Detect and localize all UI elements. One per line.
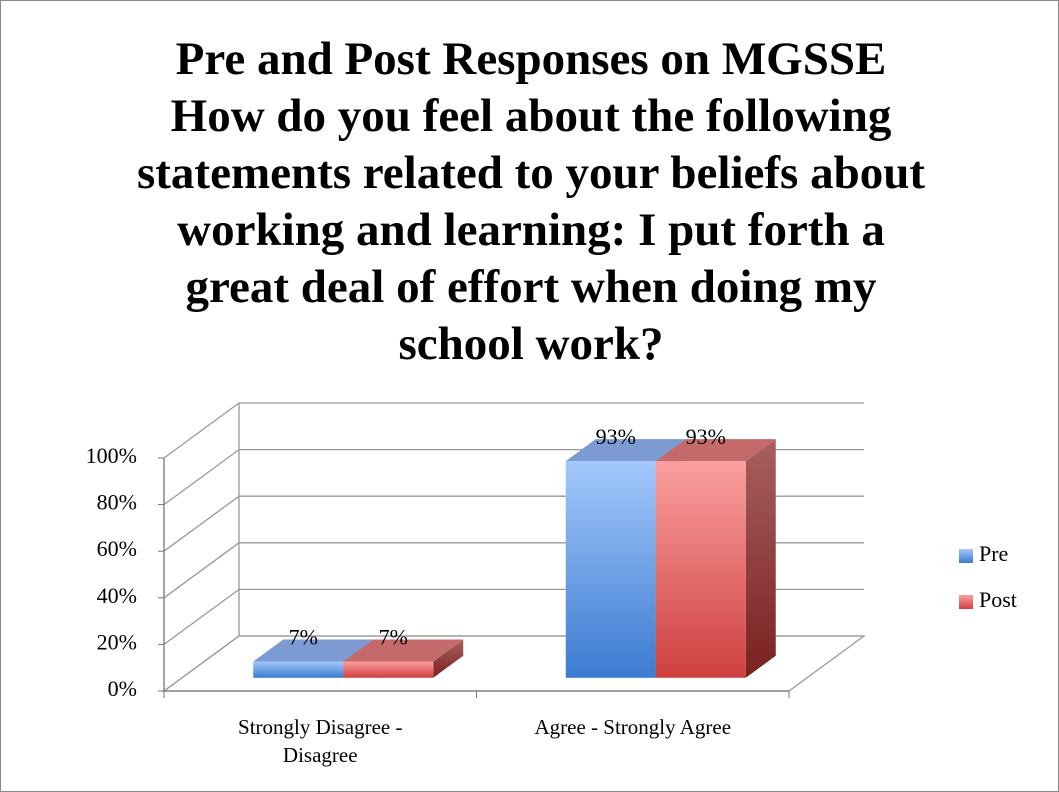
y-tick-label: 40% bbox=[97, 583, 137, 608]
bar bbox=[343, 661, 434, 678]
bar bbox=[655, 461, 746, 678]
data-label: 7% bbox=[289, 625, 318, 650]
legend-label: Post bbox=[979, 587, 1017, 612]
y-tick-label: 100% bbox=[86, 443, 137, 468]
chart-title: Pre and Post Responses on MGSSE How do y… bbox=[136, 33, 926, 370]
x-tick-label: Strongly Disagree - Disagree bbox=[238, 715, 403, 767]
bar-top bbox=[565, 439, 686, 462]
data-label: 7% bbox=[379, 625, 408, 650]
bar-top bbox=[253, 639, 374, 662]
y-tick-label: 0% bbox=[108, 676, 137, 701]
bar-side bbox=[745, 439, 776, 678]
legend-label: Pre bbox=[979, 541, 1008, 566]
bar-top bbox=[655, 439, 776, 462]
bar bbox=[565, 461, 656, 678]
data-label: 93% bbox=[686, 424, 726, 449]
y-tick-label: 60% bbox=[97, 536, 137, 561]
bar-side bbox=[433, 639, 464, 678]
y-tick-label: 80% bbox=[97, 490, 137, 515]
data-label: 93% bbox=[596, 424, 636, 449]
y-tick-label: 20% bbox=[97, 629, 137, 654]
legend-swatch bbox=[959, 595, 973, 609]
x-tick-label: Agree - Strongly Agree bbox=[534, 715, 732, 739]
bar-top bbox=[343, 639, 464, 662]
grid-line bbox=[163, 402, 864, 459]
legend-swatch bbox=[959, 549, 973, 563]
bar bbox=[253, 661, 344, 678]
